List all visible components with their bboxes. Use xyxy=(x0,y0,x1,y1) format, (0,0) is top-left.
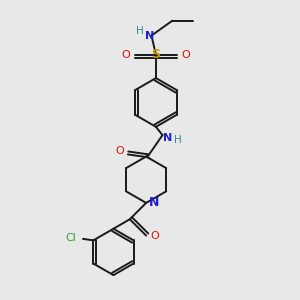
Text: O: O xyxy=(122,50,130,60)
Text: O: O xyxy=(150,231,159,241)
Text: O: O xyxy=(116,146,124,157)
Text: O: O xyxy=(181,50,190,60)
Text: N: N xyxy=(163,133,172,143)
Text: Cl: Cl xyxy=(65,233,76,243)
Text: N: N xyxy=(148,196,159,209)
Text: N: N xyxy=(146,31,154,40)
Text: H: H xyxy=(136,26,144,36)
Text: S: S xyxy=(152,48,160,62)
Text: H: H xyxy=(174,136,182,146)
